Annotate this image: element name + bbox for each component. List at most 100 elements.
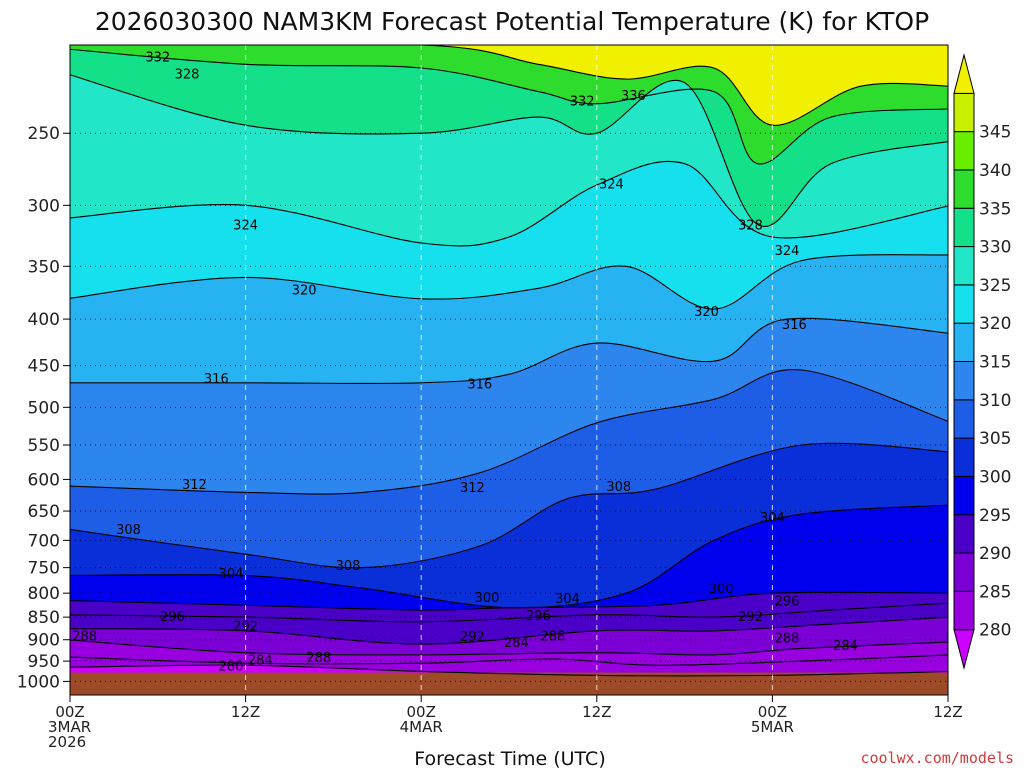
contour-label: 308	[606, 480, 631, 495]
x-axis-label: Forecast Time (UTC)	[414, 748, 605, 768]
x-tick-label: 00Z	[55, 703, 84, 721]
contour-line-296K	[70, 602, 948, 623]
contour-line-336K	[70, 45, 948, 126]
colorbar-label: 320	[979, 314, 1011, 334]
contour-label: 280	[219, 659, 244, 674]
colorbar-label: 280	[979, 621, 1011, 641]
contour-label: 316	[782, 318, 807, 333]
contour-label: 316	[204, 372, 229, 387]
colorbar-segment	[953, 552, 975, 592]
x-tick-label: 2026	[48, 733, 86, 751]
contour-label: 296	[526, 609, 551, 624]
contour-label: 292	[738, 610, 763, 625]
y-tick-label: 550	[28, 436, 60, 456]
contour-label: 304	[760, 511, 785, 526]
plot-frame	[69, 44, 949, 696]
contour-label: 324	[233, 219, 258, 234]
chart-title: 2026030300 NAM3KM Forecast Potential Tem…	[95, 7, 929, 36]
contour-label: 316	[467, 378, 492, 393]
colorbar-segment	[953, 475, 975, 516]
colorbar-segment	[953, 284, 975, 324]
contour-label: 304	[555, 592, 580, 607]
contour-line-300K	[70, 591, 948, 611]
y-tick-label: 650	[28, 502, 60, 522]
ground-layer	[70, 672, 948, 695]
x-tick-label: 4MAR	[400, 718, 443, 736]
contour-label: 288	[775, 632, 800, 647]
colorbar-segment	[953, 361, 975, 401]
plot-grid	[70, 45, 948, 695]
y-tick-label: 950	[28, 652, 60, 672]
colorbar-label: 315	[979, 353, 1011, 373]
colorbar-label: 290	[979, 544, 1011, 564]
y-tick-label: 750	[28, 559, 60, 579]
contour-labels: 332 328 332 336 324 328 324 324 320 320 316 316 316 3…	[72, 51, 858, 675]
contour-label: 320	[292, 283, 317, 298]
contour-label: 288	[540, 629, 565, 644]
contour-label: 324	[599, 178, 624, 193]
y-tick-label: 1000	[17, 672, 60, 692]
x-tick-label: 12Z	[582, 703, 611, 721]
contour-line-288K	[70, 639, 948, 656]
contour-label: 292	[233, 619, 258, 634]
contour-label: 284	[248, 653, 273, 668]
contour-label: 288	[306, 651, 331, 666]
pressure-axis: 250 300 350 400 450 500 550 600 650 700 750 800 850 9…	[17, 124, 70, 692]
contour-label: 324	[775, 244, 800, 259]
colorbar-label: 305	[979, 429, 1011, 449]
contour-label: 312	[460, 481, 485, 496]
contour-label: 284	[833, 639, 858, 654]
y-tick-label: 850	[28, 608, 60, 628]
contour-label: 292	[460, 630, 485, 645]
x-tick-label: 3MAR	[48, 718, 91, 736]
contour-label: 328	[738, 219, 763, 234]
colorbar-label: 345	[979, 123, 1011, 143]
colorbar-segment	[953, 437, 975, 477]
contour-label: 308	[116, 523, 141, 538]
contour-label: 284	[504, 636, 529, 651]
y-tick-label: 400	[28, 310, 60, 330]
y-tick-label: 250	[28, 124, 60, 144]
colorbar-cap-top	[953, 53, 975, 94]
x-tick-label: 12Z	[231, 703, 260, 721]
contour-label: 300	[475, 591, 500, 606]
y-tick-label: 700	[28, 531, 60, 551]
contour-line-332K	[70, 48, 948, 165]
colorbar-segment	[953, 399, 975, 439]
contour-label: 300	[709, 582, 734, 597]
contour-label: 296	[160, 610, 185, 625]
colorbar-label: 310	[979, 391, 1011, 411]
contour-line-280K	[70, 664, 948, 677]
x-tick-label: 00Z	[758, 703, 787, 721]
y-tick-label: 800	[28, 584, 60, 604]
contour-label: 320	[694, 305, 719, 320]
colorbar-label: 340	[979, 161, 1011, 181]
y-tick-label: 300	[28, 196, 60, 216]
y-tick-label: 450	[28, 357, 60, 377]
y-tick-label: 900	[28, 631, 60, 651]
contour-label: 296	[775, 595, 800, 610]
contour-label: 332	[145, 51, 170, 66]
colorbar-segment	[953, 207, 975, 248]
colorbar-label: 300	[979, 467, 1011, 487]
contour-line-292K	[70, 616, 948, 645]
contour-line-308K	[70, 442, 948, 569]
x-tick-label: 5MAR	[751, 718, 794, 736]
x-tick-label: 12Z	[933, 703, 962, 721]
colorbar-label: 330	[979, 238, 1011, 258]
ground-fill	[70, 672, 948, 695]
y-tick-label: 600	[28, 470, 60, 490]
contour-label: 328	[175, 68, 200, 83]
contour-label: 312	[182, 478, 207, 493]
credit-text: coolwx.com/models	[860, 749, 1014, 767]
colorbar-segment	[953, 246, 975, 286]
colorbar-segment	[953, 131, 975, 171]
contour-line-316K	[70, 317, 948, 385]
colorbar-segment	[953, 92, 975, 133]
colorbar-segment	[953, 169, 975, 209]
contour-label: 336	[621, 89, 646, 104]
colorbar-label: 285	[979, 582, 1011, 602]
y-tick-label: 500	[28, 398, 60, 418]
